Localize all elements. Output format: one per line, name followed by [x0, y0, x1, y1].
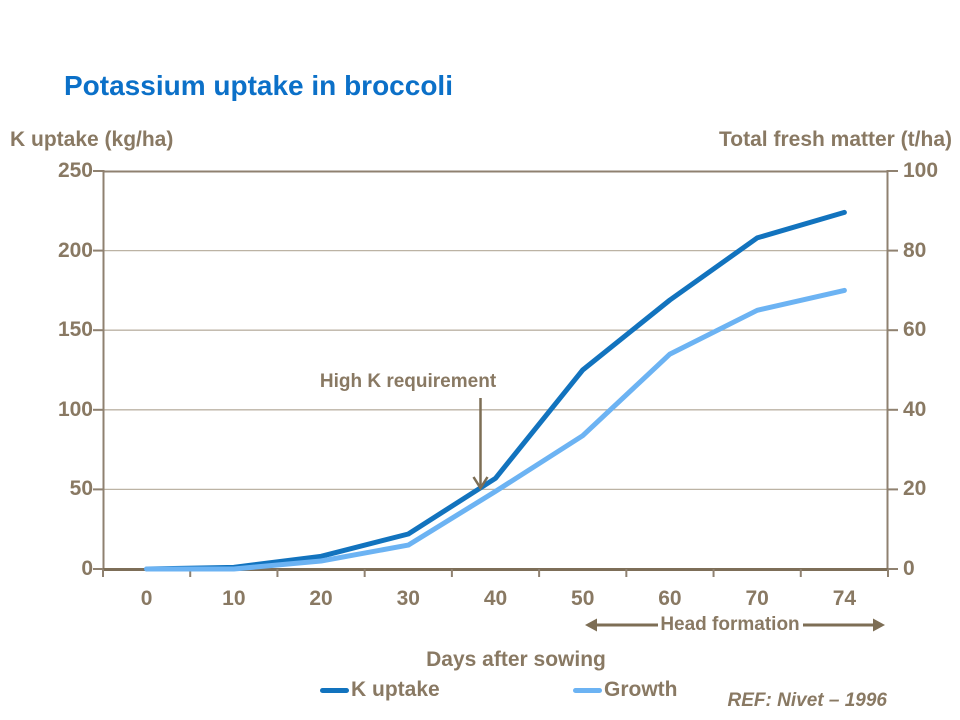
y-left-tick-label: 100 [57, 397, 93, 421]
chart-title: Potassium uptake in broccoli [64, 70, 453, 101]
y-left-tick-label: 250 [57, 159, 93, 182]
x-tick-label: 60 [658, 587, 682, 610]
head-formation-annotation: Head formation [660, 614, 800, 635]
legend-swatch-k-uptake [320, 688, 349, 693]
y-right-tick-label: 20 [903, 477, 927, 501]
high-k-annotation: High K requirement [319, 371, 497, 392]
right-axis-title: Total fresh matter (t/ha) [719, 128, 952, 151]
y-left-tick-label: 50 [69, 477, 93, 501]
y-right-tick-label: 80 [903, 238, 927, 262]
left-axis-title: K uptake (kg/ha) [10, 128, 174, 151]
x-tick-label: 20 [309, 587, 333, 610]
x-tick-label: 74 [832, 587, 857, 610]
legend-swatch-growth [573, 688, 602, 693]
legend-label-growth: Growth [604, 678, 678, 701]
reference-citation: REF: Nivet – 1996 [727, 690, 887, 711]
y-right-tick-label: 0 [903, 557, 915, 580]
x-tick-label: 70 [745, 587, 769, 610]
y-left-tick-label: 150 [57, 318, 93, 342]
legend-label-k-uptake: K uptake [351, 678, 440, 701]
x-tick-label: 50 [571, 587, 595, 610]
x-tick-label: 30 [396, 587, 420, 610]
y-left-tick-label: 200 [57, 238, 93, 262]
y-right-tick-label: 40 [903, 397, 927, 421]
x-tick-label: 10 [222, 587, 246, 610]
x-axis-label: Days after sowing [426, 648, 606, 671]
y-right-tick-label: 60 [903, 318, 927, 342]
x-tick-label: 40 [483, 587, 508, 610]
y-left-tick-label: 0 [81, 557, 93, 580]
x-tick-label: 0 [140, 587, 153, 610]
y-right-tick-label: 100 [903, 159, 939, 182]
